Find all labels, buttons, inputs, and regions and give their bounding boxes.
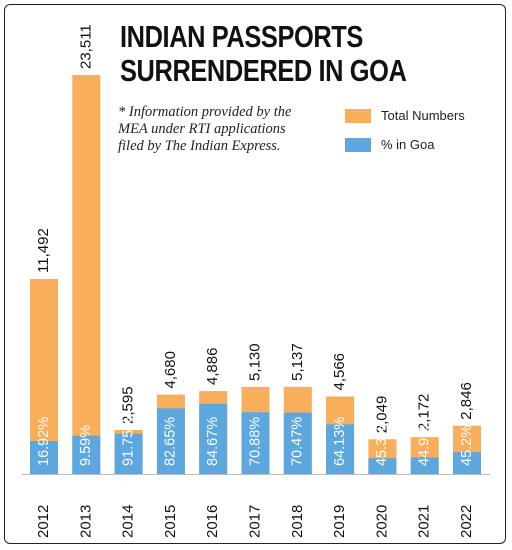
total-label-2015: 4,680 [162, 351, 179, 389]
legend-item-total: Total Numbers [345, 108, 465, 123]
legend-label-goa: % in Goa [381, 137, 435, 152]
total-label-2012: 11,492 [35, 228, 52, 273]
chart-title: INDIAN PASSPORTS SURRENDERED IN GOA [120, 19, 407, 88]
year-label-2017: 2017 [246, 505, 263, 538]
total-label-2019: 4,566 [331, 353, 348, 391]
bar-total-2013 [72, 75, 101, 474]
note-line-2: MEA under RTI applications [118, 121, 286, 137]
bar-goa-2014 [114, 433, 143, 474]
bar-goa-2018 [283, 412, 312, 474]
title-line-1: INDIAN PASSPORTS [120, 19, 363, 54]
bar-goa-2020 [368, 458, 397, 474]
pct-label-2021: 44.9% [417, 425, 433, 466]
note-line-1: * Information provided by the [118, 104, 292, 120]
pct-label-2022: 45.2% [459, 425, 475, 466]
year-label-2015: 2015 [162, 505, 179, 538]
pct-label-2017: 70.88% [247, 417, 263, 466]
year-label-2016: 2016 [204, 505, 221, 538]
legend-swatch-goa [345, 137, 371, 152]
bar-goa-2015 [156, 408, 185, 474]
title-line-2: SURRENDERED IN GOA [120, 53, 407, 88]
total-label-2016: 4,886 [204, 348, 221, 386]
pct-label-2012: 16.92% [36, 417, 52, 466]
year-label-2019: 2019 [331, 505, 348, 538]
total-label-2021: 2,172 [416, 394, 433, 432]
bar-goa-2017 [241, 412, 270, 474]
pct-label-2015: 82.65% [163, 417, 179, 466]
year-label-2022: 2022 [458, 505, 475, 538]
total-label-2022: 2,846 [458, 382, 475, 420]
bar-goa-2016 [199, 403, 228, 474]
legend-item-goa: % in Goa [345, 137, 434, 152]
pct-label-2018: 70.47% [290, 417, 306, 466]
legend-label-total: Total Numbers [381, 108, 465, 123]
year-label-2012: 2012 [35, 505, 52, 538]
total-label-2014: 2,595 [120, 386, 137, 424]
total-label-2013: 23,511 [77, 24, 94, 69]
bar-goa-2012 [30, 441, 58, 474]
year-label-2013: 2013 [77, 505, 94, 538]
bar-goa-2013 [72, 435, 101, 474]
pct-label-2020: 45.3% [374, 425, 390, 466]
bar-goa-2022 [453, 452, 481, 474]
note-line-3: filed by The Indian Express. [118, 138, 281, 154]
total-label-2018: 5,137 [289, 343, 306, 381]
pct-label-2013: 9.59% [78, 425, 94, 466]
year-label-2014: 2014 [120, 505, 137, 538]
pct-label-2014: 91.75% [120, 417, 136, 466]
bar-goa-2021 [410, 457, 439, 474]
total-label-2020: 2,049 [373, 396, 390, 434]
year-label-2018: 2018 [289, 505, 306, 538]
bar-goa-2019 [326, 424, 355, 474]
chart-frame [4, 4, 506, 544]
pct-label-2019: 64.13% [332, 417, 348, 466]
legend-swatch-total [345, 108, 371, 123]
total-label-2017: 5,130 [246, 343, 263, 381]
year-label-2021: 2021 [416, 505, 433, 538]
source-note: * Information provided by the MEA under … [118, 104, 333, 155]
year-label-2020: 2020 [373, 505, 390, 538]
pct-label-2016: 84.67% [205, 417, 221, 466]
